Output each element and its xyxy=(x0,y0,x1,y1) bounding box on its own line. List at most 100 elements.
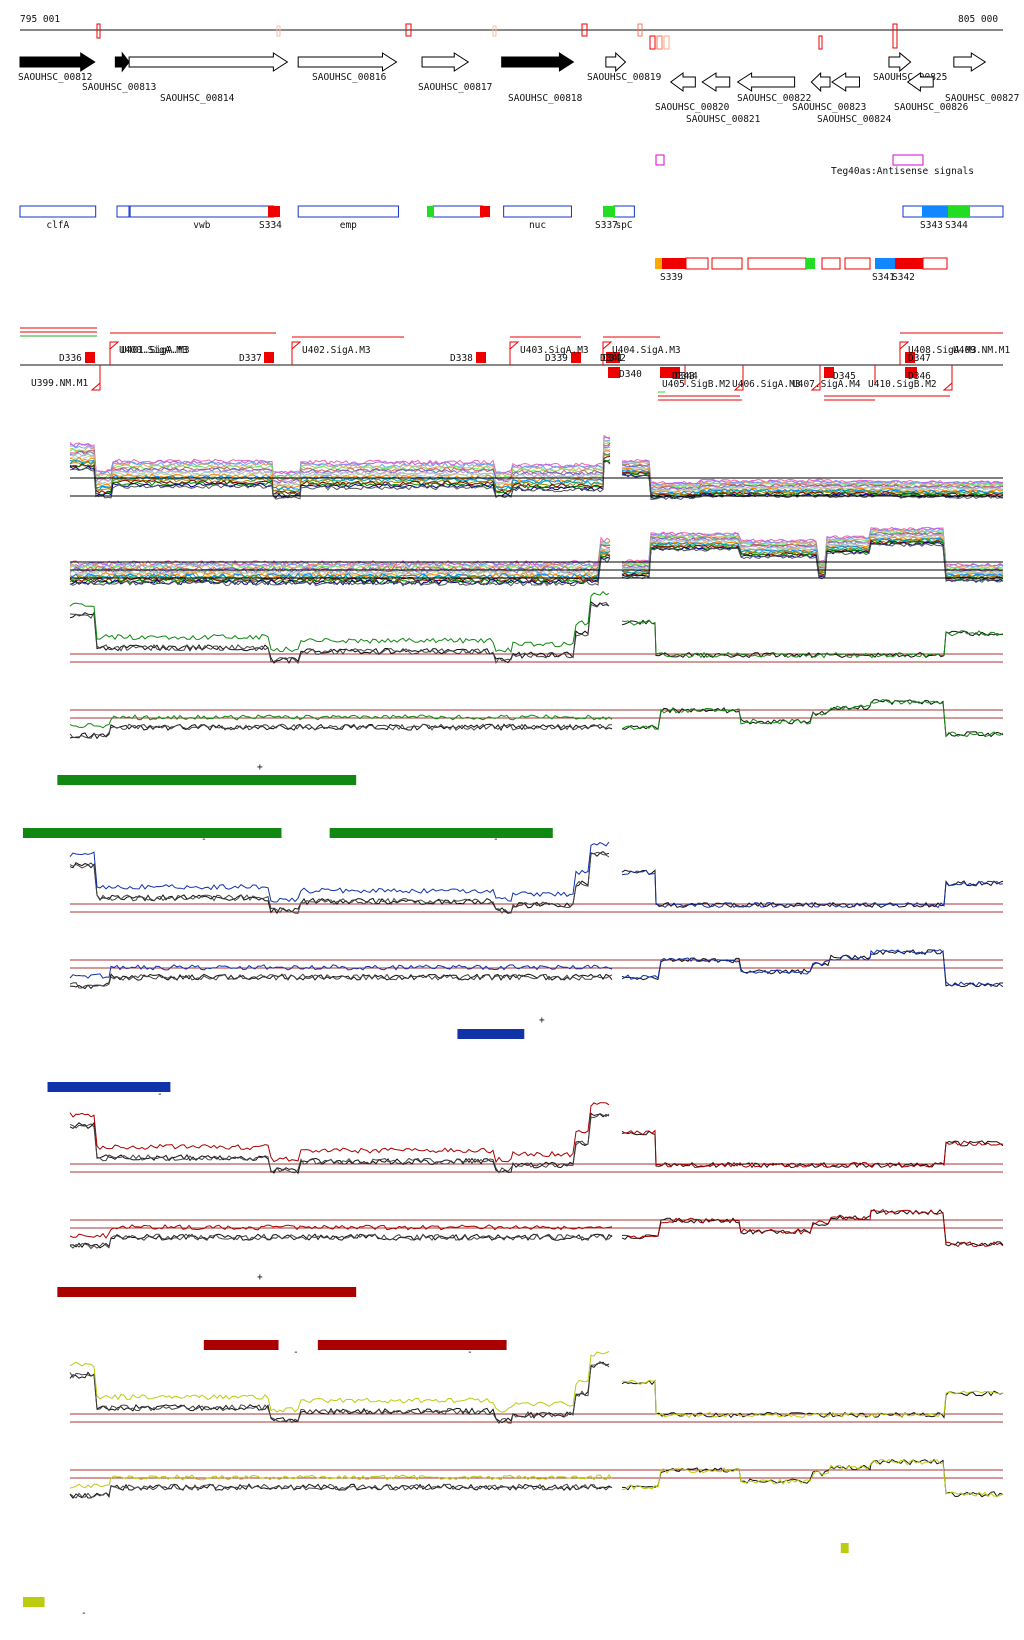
gene-arrow xyxy=(831,72,860,92)
expression-series xyxy=(621,461,1004,488)
expression-series xyxy=(621,458,1004,485)
expression-series xyxy=(621,1208,1004,1247)
axis-mark xyxy=(649,35,656,50)
expression-series xyxy=(621,530,1004,571)
expression-series xyxy=(69,851,610,914)
gene-arrow xyxy=(19,52,96,72)
gene-label: SAOUHSC_00822 xyxy=(737,93,811,104)
expression-series xyxy=(69,1233,613,1250)
expression-series xyxy=(69,841,610,903)
promoter-label: U407.SigA.M4 xyxy=(792,379,861,390)
expression-series xyxy=(69,964,613,979)
expression-series xyxy=(69,723,613,740)
srna-box xyxy=(427,206,434,217)
feature-label: nuc xyxy=(529,220,546,231)
gene-label: SAOUHSC_00814 xyxy=(160,93,235,104)
expression-series xyxy=(621,1130,1004,1169)
expression-series xyxy=(69,1233,613,1249)
srna-box xyxy=(711,257,743,270)
yellow-minus-sign: - xyxy=(81,1608,87,1619)
minus-segment-bar xyxy=(203,1340,279,1350)
promoter-flag xyxy=(899,341,910,365)
srna-box xyxy=(603,206,615,217)
promoter-label: U406.SigA.M3 xyxy=(732,379,801,390)
expression-series xyxy=(621,526,1004,567)
expression-plots xyxy=(69,434,1004,1500)
gene-label: SAOUHSC_00812 xyxy=(18,72,92,83)
red-minus-sign: - xyxy=(467,1347,473,1358)
promoter-label: D340 xyxy=(619,369,642,380)
expression-series xyxy=(621,536,1004,577)
promoter-flag xyxy=(733,365,744,391)
gene-arrow xyxy=(701,72,731,92)
axis-mark xyxy=(637,23,643,37)
promoter-label: U403.SigA.M3 xyxy=(520,345,589,356)
srna-box xyxy=(655,258,662,269)
expression-series xyxy=(621,1379,1004,1419)
expression-series xyxy=(69,540,611,569)
gene-arrow xyxy=(421,52,470,72)
feature-box xyxy=(116,205,130,218)
expression-series xyxy=(69,536,611,567)
promoter-box xyxy=(571,352,581,363)
promoter-box xyxy=(85,352,95,363)
promoter-label: D343 xyxy=(672,371,695,382)
promoter-label: U405.SigB.M2 xyxy=(662,379,731,390)
coord-start-label: 795 001 xyxy=(20,14,60,25)
gene-label: SAOUHSC_00817 xyxy=(418,82,492,93)
expression-series xyxy=(69,723,613,739)
promoter-box xyxy=(476,352,486,363)
axis-mark xyxy=(96,23,101,39)
promoter-box xyxy=(660,367,680,378)
promoter-flag xyxy=(509,341,520,365)
gene-label: SAOUHSC_00820 xyxy=(655,102,730,113)
feature-box xyxy=(129,205,275,218)
expression-series xyxy=(621,467,1004,493)
promoter-label: U400.SigA.M3 xyxy=(119,345,188,356)
plus-segment-bar xyxy=(840,1543,849,1553)
feature-label: emp xyxy=(340,220,357,231)
promoter-label: U408.SigA.M3 xyxy=(908,345,977,356)
gene-label: SAOUHSC_00821 xyxy=(686,114,761,125)
srna-label: S339 xyxy=(660,272,683,283)
promoter-label: U410.SigB.M2 xyxy=(868,379,937,390)
expression-series xyxy=(69,460,611,500)
expression-series xyxy=(69,459,611,497)
gene-label: SAOUHSC_00826 xyxy=(894,102,969,113)
track-signs: + - - + - + - - - xyxy=(81,762,545,1619)
expression-series xyxy=(69,973,613,989)
expression-series xyxy=(69,1102,610,1164)
gene-arrow xyxy=(953,52,987,72)
expression-series xyxy=(69,1474,613,1489)
coord-end-label: 805 000 xyxy=(958,14,998,25)
srna-box xyxy=(922,257,948,270)
expression-series xyxy=(621,469,1004,495)
gene-arrow xyxy=(736,72,796,92)
promoter-flag xyxy=(291,341,302,365)
expression-series xyxy=(622,1208,1004,1248)
plus-segment-bar xyxy=(457,1029,525,1039)
green-minus-sign: - xyxy=(493,834,499,845)
promoter-flag xyxy=(109,341,120,365)
green-plus-sign: + xyxy=(257,762,263,773)
blue-minus-sign: - xyxy=(157,1089,163,1100)
promoter-label: U402.SigA.M3 xyxy=(302,345,371,356)
minus-segment-bar xyxy=(22,1597,45,1607)
expression-series xyxy=(69,541,611,571)
feature-box xyxy=(613,205,635,218)
expression-series xyxy=(69,442,611,482)
feature-label: spC xyxy=(615,220,632,231)
srna-label: S341 xyxy=(872,272,895,283)
expression-series xyxy=(69,456,611,496)
gene-arrow xyxy=(297,52,398,72)
promoter-label: U401.SigA.M3 xyxy=(121,345,190,356)
expression-series xyxy=(621,537,1004,578)
promoter-box xyxy=(264,352,274,363)
promoter-label: D346 xyxy=(908,371,931,382)
red-minus-sign: - xyxy=(293,1347,299,1358)
promoter-label: U404.SigA.M3 xyxy=(612,345,681,356)
promoter-marks xyxy=(85,341,953,391)
gene-label: SAOUHSC_00827 xyxy=(945,93,1019,104)
srna-box xyxy=(662,258,686,269)
expression-series xyxy=(69,714,613,729)
